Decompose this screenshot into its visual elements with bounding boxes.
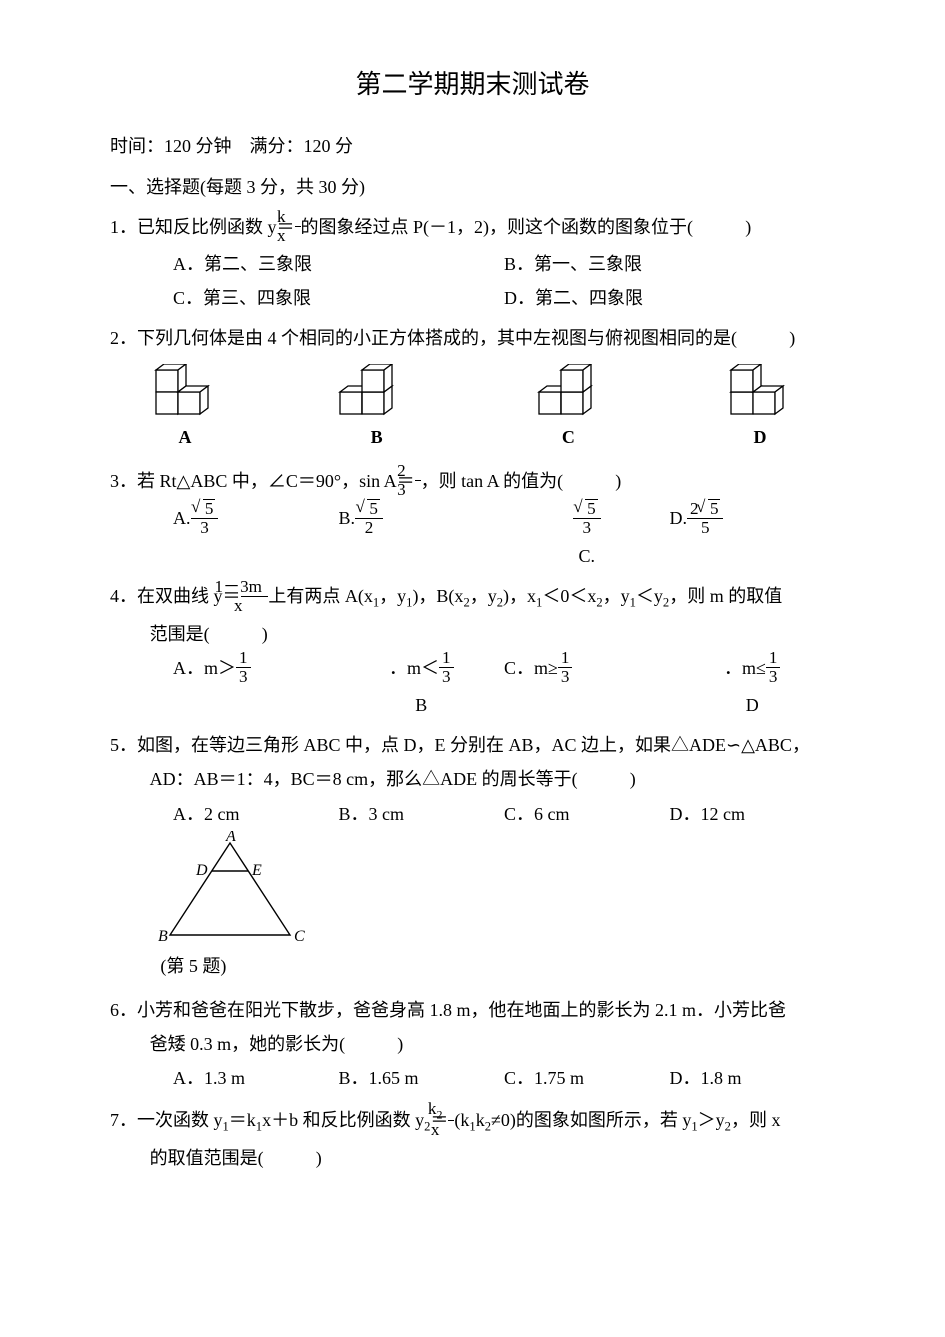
q6-option-d: D．1.8 m (670, 1061, 836, 1095)
question-6: 6．小芳和爸爸在阳光下散步，爸爸身高 1.8 m，他在地面上的影长为 2.1 m… (110, 993, 835, 1096)
q2-figure-b: B (332, 364, 422, 454)
page-title: 第二学期期末测试卷 (110, 60, 835, 109)
q5-line1: 如图，在等边三角形 ABC 中，点 D，E 分别在 AB，AC 边上，如果△AD… (137, 735, 810, 755)
q7-t: k (476, 1110, 485, 1130)
q3-pre: 若 Rt△ABC 中，∠C＝90°，sin A＝ (137, 471, 415, 491)
q2-number: 2． (110, 328, 137, 348)
q7-t: ，则 x (731, 1110, 781, 1130)
question-7: 7．一次函数 y1＝k1x＋b 和反比例函数 y2＝k2x(k1k2≠0)的图象… (110, 1102, 835, 1176)
q2-figure-a: A (140, 364, 230, 454)
q3-number: 3． (110, 471, 137, 491)
q3-option-d: D.255 (670, 501, 836, 573)
q7-t: 一次函数 y (137, 1110, 223, 1130)
q1-option-d: D．第二、四象限 (504, 281, 835, 315)
q4-option-d: ．m≤13 D (670, 651, 836, 723)
q1-option-b: B．第一、三象限 (504, 247, 835, 281)
q4-t: )，x (503, 586, 536, 606)
svg-text:A: A (225, 831, 236, 845)
answer-blank: ( ) (258, 1148, 328, 1168)
answer-blank: ( ) (339, 1034, 409, 1054)
q3-option-c: 53 C. (504, 501, 670, 573)
q1-number: 1． (110, 217, 137, 237)
q1-fraction: kx (295, 208, 301, 245)
q3-option-a: A.53 (173, 501, 339, 573)
question-3: 3．若 Rt△ABC 中，∠C＝90°，sin A＝23，则 tan A 的值为… (110, 464, 835, 573)
answer-blank: ( ) (687, 217, 757, 237)
q7-t: x＋b 和反比例函数 y (262, 1110, 424, 1130)
q3-option-b: B.52 (339, 501, 505, 573)
answer-blank: ( ) (572, 769, 642, 789)
q6-option-c: C．1.75 m (504, 1061, 670, 1095)
q3-sin-frac: 23 (415, 462, 421, 499)
q5-option-d: D．12 cm (670, 797, 836, 831)
q6-line2: 爸矮 0.3 m，她的影长为 (150, 1034, 340, 1054)
q7-t: (k (454, 1110, 469, 1130)
q6-line1: 小芳和爸爸在阳光下散步，爸爸身高 1.8 m，他在地面上的影长为 2.1 m．小… (137, 1000, 786, 1020)
q7-number: 7． (110, 1110, 137, 1130)
q4-line2: 范围是 (150, 624, 204, 644)
answer-blank: ( ) (557, 471, 627, 491)
section-header: 一、选择题(每题 3 分，共 30 分) (110, 170, 835, 204)
q7-t: ＝k (229, 1110, 256, 1130)
q7-t: ＞y (698, 1110, 725, 1130)
q5-number: 5． (110, 735, 137, 755)
q2-text: 下列几何体是由 4 个相同的小正方体搭成的，其中左视图与俯视图相同的是 (137, 328, 731, 348)
q4-t: ＜0＜x (542, 586, 596, 606)
q4-t: ＜y (636, 586, 663, 606)
q7-line2: 的取值范围是 (150, 1148, 258, 1168)
q5-figure: A B C D E (110, 831, 835, 951)
q6-number: 6． (110, 1000, 137, 1020)
question-4: 4．在双曲线 y＝1－3mx上有两点 A(x1，y1)，B(x2，y2)，x1＜… (110, 579, 835, 722)
q1-pre: 已知反比例函数 y＝ (137, 217, 295, 237)
q5-caption: (第 5 题) (110, 949, 835, 983)
q6-option-a: A．1.3 m (173, 1061, 339, 1095)
q4-option-b: ．m＜13 B (339, 651, 505, 723)
q4-t: ，则 m 的取值 (669, 586, 782, 606)
svg-text:C: C (294, 928, 305, 945)
q1-option-a: A．第二、三象限 (173, 247, 504, 281)
q7-fraction: k2x (448, 1100, 454, 1140)
q4-fraction: 1－3mx (241, 578, 269, 615)
q4-option-c: C．m≥13 (504, 651, 670, 723)
q1-post: 的图象经过点 P(－1，2)，则这个函数的图象位于 (301, 217, 688, 237)
q7-t: ≠0)的图象如图所示，若 y (491, 1110, 691, 1130)
q4-t: 上有两点 A(x (268, 586, 373, 606)
q4-number: 4． (110, 586, 137, 606)
q3-post: ，则 tan A 的值为 (421, 471, 558, 491)
question-2: 2．下列几何体是由 4 个相同的小正方体搭成的，其中左视图与俯视图相同的是( ) (110, 321, 835, 457)
q4-t: ，y (470, 586, 497, 606)
q5-line2: AD：AB＝1：4，BC＝8 cm，那么△ADE 的周长等于 (150, 769, 572, 789)
q4-option-a: A．m＞13 (173, 651, 339, 723)
answer-blank: ( ) (731, 328, 801, 348)
q5-option-a: A．2 cm (173, 797, 339, 831)
svg-text:B: B (158, 928, 168, 945)
answer-blank: ( ) (204, 624, 274, 644)
q1-option-c: C．第三、四象限 (173, 281, 504, 315)
q2-figure-d: D (715, 364, 805, 454)
q4-t: )，B(x (412, 586, 463, 606)
q6-option-b: B．1.65 m (339, 1061, 505, 1095)
exam-meta: 时间：120 分钟 满分：120 分 (110, 129, 835, 163)
q4-t: ，y (379, 586, 406, 606)
q4-t: ，y (603, 586, 630, 606)
svg-text:D: D (195, 862, 208, 879)
question-5: 5．如图，在等边三角形 ABC 中，点 D，E 分别在 AB，AC 边上，如果△… (110, 728, 835, 983)
q5-option-c: C．6 cm (504, 797, 670, 831)
question-1: 1．已知反比例函数 y＝kx的图象经过点 P(－1，2)，则这个函数的图象位于(… (110, 210, 835, 316)
svg-text:E: E (251, 862, 262, 879)
q2-figure-c: C (523, 364, 613, 454)
q5-option-b: B．3 cm (339, 797, 505, 831)
